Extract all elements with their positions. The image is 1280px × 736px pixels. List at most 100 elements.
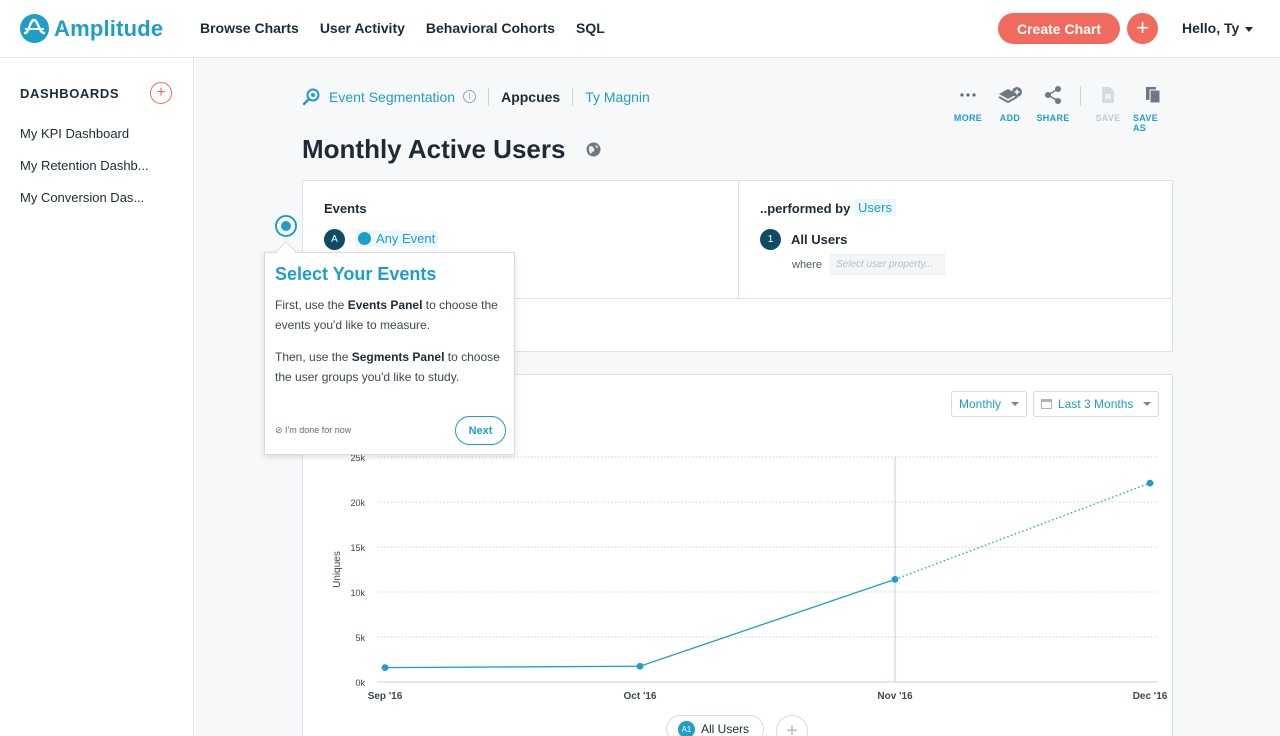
chart-type-link[interactable]: Event Segmentation [329, 88, 456, 105]
next-button[interactable]: Next [455, 416, 506, 445]
share-button[interactable]: SHARE [1037, 83, 1069, 123]
y-tick-label: 5k [355, 633, 365, 643]
tooltip-bold: Segments Panel [351, 350, 445, 364]
tooltip-text: First, use the [275, 298, 348, 312]
save-button: SAVE [1095, 83, 1121, 123]
user-greeting: Hello, Ty [1182, 20, 1240, 36]
x-tick-label: Dec '16 [1133, 691, 1168, 702]
share-icon [1044, 83, 1062, 107]
user-property-select[interactable]: Select user property... [830, 254, 945, 275]
sidebar: DASHBOARDS + My KPI Dashboard My Retenti… [0, 58, 194, 736]
more-label: MORE [953, 113, 983, 123]
line-chart[interactable]: 0k 5k 10k 15k 20k 25k Uniques Sep '16 Oct '16 Nov… [302, 440, 1173, 710]
save-as-label: SAVE AS [1133, 113, 1159, 133]
data-point [891, 576, 899, 583]
events-panel-title: Events [324, 201, 367, 216]
nav-sql[interactable]: SQL [576, 20, 605, 36]
event-selector[interactable]: Any Event [355, 230, 439, 247]
tooltip-text: Then, use the [275, 350, 352, 364]
page-title[interactable]: Monthly Active Users [302, 134, 566, 164]
divider [572, 87, 574, 106]
dismiss-tour-link[interactable]: ⊘ I'm done for now [275, 425, 352, 435]
where-label: where [792, 259, 822, 271]
any-event-icon [358, 232, 371, 245]
calendar-icon [1041, 399, 1052, 409]
add-to-dashboard-button[interactable]: ADD [996, 83, 1024, 123]
more-dots-icon [960, 83, 976, 107]
tooltip-title: Select Your Events [275, 264, 437, 284]
series-badge: A1 [678, 720, 695, 736]
series-label: All Users [701, 722, 750, 736]
interval-dropdown[interactable]: Monthly [951, 391, 1028, 417]
share-label: SHARE [1036, 113, 1070, 123]
owner-link[interactable]: Ty Magnin [585, 88, 650, 105]
copy-icon [1145, 83, 1161, 107]
nav-browse-charts[interactable]: Browse Charts [200, 20, 299, 36]
add-dashboard-button[interactable]: + [150, 82, 172, 104]
create-plus-button[interactable]: + [1127, 13, 1158, 44]
tooltip-text: to choose the events you'd like to measu… [275, 298, 498, 332]
user-menu[interactable]: Hello, Ty [1182, 20, 1254, 36]
save-file-icon [1101, 83, 1115, 107]
data-point [636, 662, 644, 670]
main-nav: Browse Charts User Activity Behavioral C… [200, 20, 605, 36]
y-tick-label: 15k [350, 543, 365, 553]
x-tick-label: Oct '16 [624, 691, 657, 702]
tour-beacon[interactable] [275, 215, 297, 237]
y-tick-label: 10k [350, 588, 365, 598]
tooltip-text: to choose the user groups you'd like to … [275, 350, 500, 384]
legend-series-all-users[interactable]: A1 All Users [666, 715, 765, 736]
x-tick-label: Sep '16 [368, 691, 403, 702]
save-as-button[interactable]: SAVE AS [1133, 83, 1173, 133]
dashboards-heading: DASHBOARDS [20, 86, 120, 101]
add-label: ADD [999, 113, 1021, 123]
series-line-incomplete [894, 482, 1151, 581]
panel-divider [738, 181, 739, 298]
sidebar-item-kpi-dashboard[interactable]: My KPI Dashboard [20, 126, 130, 141]
logo-text: Amplitude [54, 15, 164, 41]
segment-name[interactable]: All Users [791, 232, 848, 247]
date-range-dropdown[interactable]: Last 3 Months [1033, 391, 1160, 417]
tooltip-paragraph-2: Then, use the Segments Panel to choose t… [275, 347, 507, 387]
caret-down-icon [1245, 26, 1254, 32]
sidebar-item-conversion-dashboard[interactable]: My Conversion Das... [20, 190, 145, 205]
event-name: Any Event [376, 231, 436, 246]
globe-icon [586, 142, 601, 157]
tooltip-paragraph-1: First, use the Events Panel to choose th… [275, 295, 507, 335]
chevron-down-icon [1011, 402, 1020, 406]
data-point [1146, 479, 1154, 487]
divider [488, 87, 490, 106]
date-range-value: Last 3 Months [1058, 397, 1134, 411]
y-tick-label: 20k [350, 498, 365, 508]
amplitude-logo-icon [20, 14, 49, 43]
breadcrumb: Event Segmentation i Appcues Ty Magnin [302, 87, 650, 106]
event-badge: A [324, 229, 345, 250]
x-tick-label: Nov '16 [877, 691, 913, 702]
performed-by-selector[interactable]: Users [854, 199, 896, 216]
chevron-down-icon [1143, 402, 1152, 406]
nav-behavioral-cohorts[interactable]: Behavioral Cohorts [425, 20, 556, 36]
performed-by-label: ..performed by [760, 201, 851, 216]
event-segmentation-icon [302, 88, 320, 106]
toolbar-divider [1080, 86, 1081, 106]
sidebar-item-retention-dashboard[interactable]: My Retention Dashb... [20, 158, 149, 173]
info-icon[interactable]: i [463, 90, 477, 103]
more-button[interactable]: MORE [953, 83, 983, 123]
add-dashboard-icon [996, 83, 1024, 107]
data-point [381, 664, 389, 671]
create-chart-button[interactable]: Create Chart [998, 13, 1120, 44]
onboarding-tooltip: Select Your Events First, use the Events… [264, 252, 515, 455]
tooltip-bold: Events Panel [347, 298, 423, 312]
panel-divider [303, 298, 1172, 299]
segment-badge: 1 [760, 229, 781, 250]
top-nav: Amplitude Browse Charts User Activity Be… [0, 0, 1280, 58]
series-line [384, 578, 896, 669]
nav-user-activity[interactable]: User Activity [319, 20, 405, 36]
save-label: SAVE [1095, 113, 1121, 123]
y-axis-label: Uniques [332, 551, 343, 588]
project-name[interactable]: Appcues [501, 88, 561, 105]
logo[interactable]: Amplitude [20, 14, 163, 43]
interval-value: Monthly [959, 397, 1002, 411]
y-tick-label: 25k [350, 453, 365, 463]
y-tick-label: 0k [355, 678, 365, 688]
